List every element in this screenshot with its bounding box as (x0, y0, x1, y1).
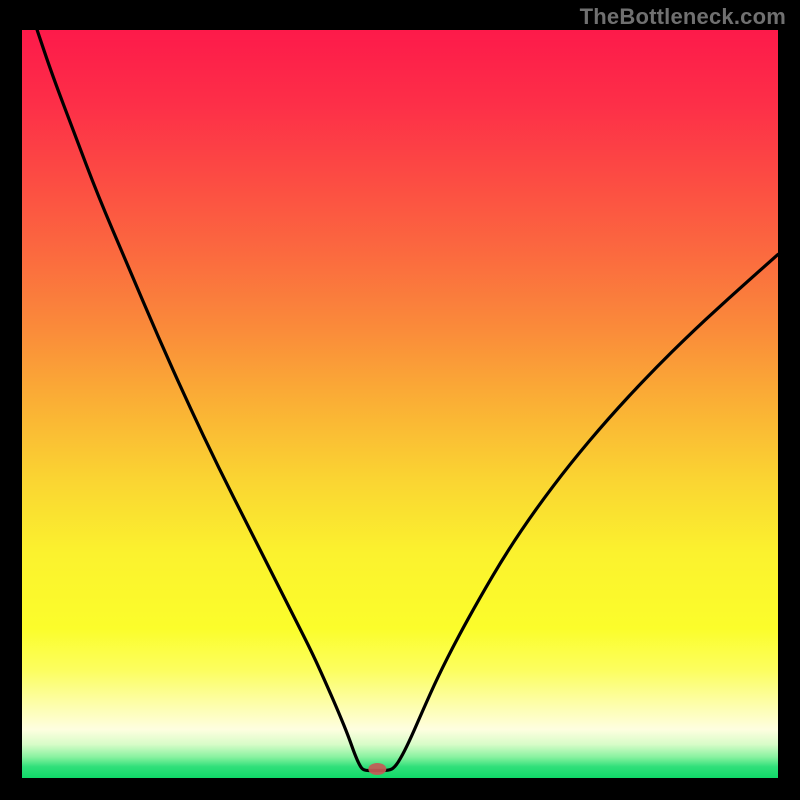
watermark-text: TheBottleneck.com (580, 4, 786, 30)
target-marker (368, 763, 386, 775)
plot-area (22, 30, 778, 778)
bottleneck-chart (0, 0, 800, 800)
